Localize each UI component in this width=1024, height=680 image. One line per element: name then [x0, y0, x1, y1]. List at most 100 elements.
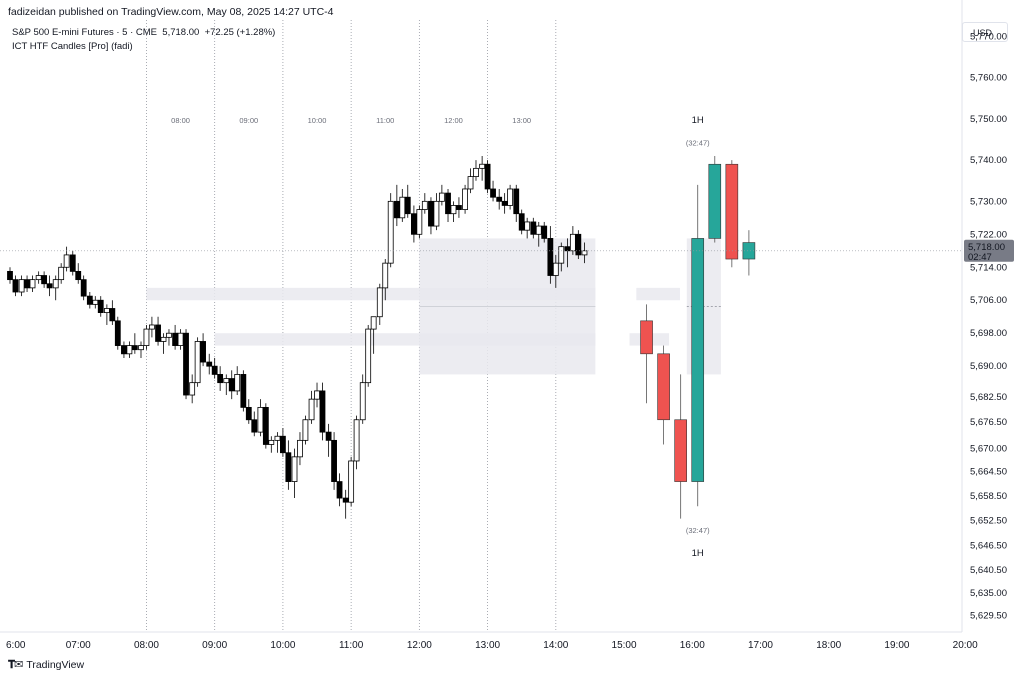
candle	[359, 374, 366, 424]
candle-body	[194, 341, 201, 384]
candle	[581, 242, 588, 264]
candle	[399, 188, 406, 222]
candle	[177, 329, 184, 350]
candle	[479, 156, 486, 181]
time-tick-label: 18:00	[816, 640, 841, 651]
candle	[569, 226, 576, 255]
candle-body	[308, 398, 315, 421]
candle-body	[280, 435, 286, 454]
price-label-box	[964, 239, 1014, 262]
candle	[558, 242, 565, 272]
candle	[428, 197, 434, 235]
indicator-name[interactable]: ICT HTF Candles [Pro] (fadi)	[12, 41, 133, 52]
candle-body	[285, 452, 292, 482]
candle	[189, 374, 196, 404]
candle-body	[138, 345, 144, 351]
price-tick-label: 5,658.50	[970, 491, 1007, 502]
candle-body	[46, 283, 53, 289]
candle-body	[433, 200, 440, 227]
candle	[41, 271, 48, 288]
footer-brand[interactable]: TradingView	[26, 659, 85, 671]
currency-button[interactable]: USD	[962, 22, 1008, 42]
candle-body	[547, 238, 554, 276]
candle-body	[177, 332, 184, 346]
candle	[314, 382, 320, 408]
candle	[160, 333, 167, 354]
candle-body	[35, 275, 42, 281]
candle	[18, 275, 25, 297]
candle	[223, 374, 230, 396]
footer: 𝐓✉ TradingView	[8, 658, 84, 672]
htf-body	[674, 419, 687, 482]
candle-body	[251, 419, 258, 433]
candle	[257, 399, 264, 437]
htf-countdown-top: (32:47)	[686, 139, 710, 148]
candle-body	[75, 270, 82, 281]
candle	[552, 254, 559, 288]
candle-body	[189, 382, 196, 396]
htf-candle	[657, 345, 670, 445]
candle	[445, 188, 451, 222]
candle-body	[160, 336, 167, 342]
candle-body	[302, 419, 309, 441]
htf-candles: 1H (32:47) (32:47) 1H	[640, 115, 756, 559]
candle-body	[535, 225, 542, 235]
tradingview-logo-icon: 𝐓✉	[8, 659, 23, 671]
candle	[109, 300, 116, 325]
candle	[393, 184, 400, 227]
candle-body	[513, 188, 520, 215]
candle-body	[183, 332, 189, 396]
price-tick-label: 5,670.00	[970, 444, 1007, 455]
candle	[411, 205, 417, 243]
time-tick-label: 15:00	[612, 640, 637, 651]
candle-body	[58, 266, 65, 281]
candle-body	[462, 188, 468, 210]
htf-countdown-bottom: (32:47)	[686, 526, 710, 535]
candle	[138, 341, 144, 358]
candle-body	[438, 192, 445, 202]
candle	[75, 263, 82, 284]
session-label: 12:00	[444, 116, 463, 125]
candle-body	[149, 324, 155, 330]
candle-body	[575, 233, 582, 256]
candle-body	[421, 200, 428, 210]
candle-body	[331, 439, 337, 482]
candle-body	[399, 196, 406, 219]
candle	[348, 456, 355, 507]
candle	[302, 415, 309, 445]
candle-body	[155, 324, 161, 342]
candle-body	[103, 308, 110, 314]
candle-body	[348, 460, 355, 503]
candle-body	[428, 200, 434, 227]
candle-body	[507, 188, 514, 206]
time-tick-label: 08:00	[134, 640, 159, 651]
candle-body	[69, 254, 76, 272]
price-tick-label: 5,652.50	[970, 516, 1007, 527]
candle-body	[450, 205, 457, 215]
candle-body	[114, 320, 121, 346]
candle-body	[268, 439, 275, 445]
candle-body	[342, 497, 349, 503]
candle	[496, 188, 503, 210]
candle-body	[97, 299, 104, 314]
candle	[473, 160, 479, 181]
candle	[86, 292, 93, 309]
symbol-name: S&P 500 E-mini Futures · 5 · CME	[12, 27, 158, 38]
candle	[524, 217, 531, 239]
candle	[450, 201, 457, 222]
candle	[297, 432, 303, 466]
symbol-line[interactable]: S&P 500 E-mini Futures · 5 · CME 5,718.0…	[12, 26, 275, 40]
htf-candle	[742, 230, 756, 276]
candle	[121, 341, 127, 358]
candle-body	[63, 254, 70, 268]
htf-candle	[640, 304, 653, 404]
chart-legend: S&P 500 E-mini Futures · 5 · CME 5,718.0…	[12, 26, 275, 54]
candle	[172, 324, 179, 350]
candle-body	[52, 279, 59, 289]
candle	[7, 267, 13, 284]
candle	[416, 205, 423, 239]
candle-body	[41, 275, 48, 285]
candle	[518, 209, 525, 235]
candle-body	[80, 279, 87, 297]
